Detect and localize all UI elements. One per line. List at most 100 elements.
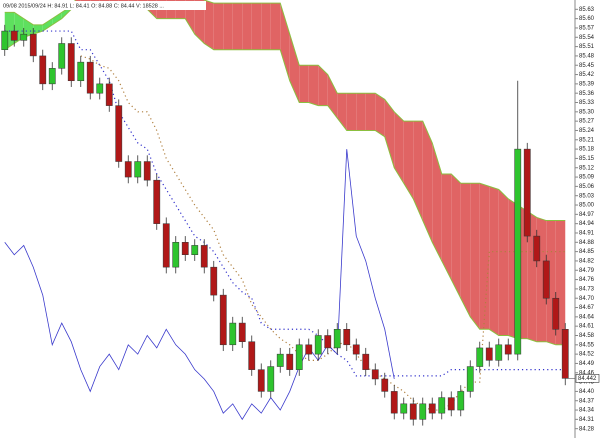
cloud-segment — [318, 65, 328, 106]
y-tick-label: 84.49 — [579, 361, 595, 367]
y-tick-label: 84.85 — [579, 249, 595, 255]
y-tick-label: 85.06 — [579, 184, 595, 190]
candle-body — [238, 322, 246, 342]
cloud-segment — [479, 183, 490, 330]
cloud-segment — [403, 121, 414, 199]
candle-body — [466, 366, 474, 392]
y-tick-label: 85.03 — [579, 193, 595, 199]
candle-body — [504, 344, 512, 355]
y-tick-label: 85.54 — [579, 35, 595, 41]
cloud-segment — [232, 3, 243, 50]
y-tick-label: 84.97 — [579, 212, 595, 218]
candle-body — [286, 353, 294, 370]
candle-body — [552, 297, 560, 330]
cloud-segment — [213, 3, 224, 50]
candle-body — [542, 260, 550, 299]
candle-body — [476, 347, 484, 367]
cloud-segment — [498, 189, 509, 336]
y-tick-label: 84.61 — [579, 324, 595, 330]
last-price-label: 84.442 — [578, 376, 597, 382]
candle-body — [1, 30, 9, 50]
candle-body — [29, 33, 37, 57]
candle-body — [191, 245, 199, 255]
y-tick-label: 84.64 — [579, 314, 595, 320]
y-tick-label: 85.27 — [579, 119, 595, 125]
candle-body — [371, 369, 379, 380]
candle-body — [10, 30, 18, 41]
y-tick-label: 84.46 — [579, 370, 595, 376]
cloud-segment — [327, 74, 338, 119]
candle-body — [438, 397, 446, 414]
candle-body — [248, 341, 256, 370]
y-tick-label: 84.70 — [579, 296, 595, 302]
candle-body — [276, 353, 284, 367]
candle-body — [561, 329, 569, 379]
cloud-segment — [33, 24, 43, 35]
candle-body — [267, 366, 275, 392]
candle-body — [305, 344, 313, 355]
candle-body — [172, 242, 180, 268]
y-tick-label: 85.57 — [579, 26, 595, 32]
candle-body — [20, 33, 28, 41]
y-tick-label: 85.60 — [579, 16, 595, 22]
cloud-segment — [204, 0, 214, 50]
cloud-segment — [460, 183, 471, 317]
y-tick-label: 84.67 — [579, 305, 595, 311]
cloud-segment — [489, 186, 499, 336]
candle-body — [343, 329, 351, 346]
y-tick-label: 84.76 — [579, 277, 595, 283]
cloud-segment — [23, 18, 34, 38]
y-tick-label: 85.39 — [579, 81, 595, 87]
candle-body — [295, 344, 303, 370]
y-tick-label: 84.58 — [579, 333, 595, 339]
candle-body — [77, 61, 85, 82]
y-tick-label: 84.28 — [579, 426, 595, 432]
candle-body — [381, 378, 389, 392]
y-tick-label: 84.88 — [579, 240, 595, 246]
candle-body — [39, 55, 47, 85]
cloud-segment — [42, 18, 53, 32]
cloud-segment — [413, 121, 423, 221]
cloud-segment — [270, 3, 281, 50]
candle-body — [485, 347, 493, 361]
y-tick-label: 85.00 — [579, 203, 595, 209]
y-tick-label: 85.33 — [579, 100, 595, 106]
cloud-segment — [470, 183, 480, 330]
candle-body — [333, 329, 341, 349]
y-tick-label: 85.09 — [579, 175, 595, 181]
cloud-segment — [280, 3, 290, 81]
candle-body — [48, 68, 56, 85]
candle-body — [457, 391, 465, 411]
cloud-segment — [441, 173, 452, 280]
candle-body — [162, 223, 170, 268]
cloud-segment — [52, 12, 62, 25]
candle-body — [523, 148, 531, 237]
y-tick-label: 85.24 — [579, 128, 595, 134]
y-tick-label: 85.51 — [579, 44, 595, 50]
candle-body — [352, 344, 360, 355]
cloud-segment — [422, 121, 433, 243]
candle-body — [96, 83, 104, 94]
y-tick-label: 85.63 — [579, 7, 595, 13]
candle-body — [105, 83, 113, 106]
y-tick-label: 85.15 — [579, 156, 595, 162]
cloud-segment — [223, 3, 233, 50]
cloud-segment — [346, 93, 357, 131]
header-text: 09/08 2015/09/24 H: 84.91 L: 84.41 O: 84… — [3, 3, 164, 9]
cloud-segment — [365, 93, 376, 131]
header-bg — [1, 1, 206, 10]
y-tick-label: 85.18 — [579, 147, 595, 153]
y-tick-label: 84.40 — [579, 389, 595, 395]
candle-body — [143, 161, 151, 181]
candle-body — [210, 266, 218, 296]
y-tick-label: 85.42 — [579, 72, 595, 78]
candle-body — [495, 344, 503, 361]
y-tick-label: 84.91 — [579, 231, 595, 237]
candle-body — [219, 294, 227, 346]
cloud-segment — [384, 99, 395, 168]
candle-body — [181, 242, 189, 255]
candle-body — [229, 322, 237, 346]
y-tick-label: 84.43 — [579, 380, 595, 386]
candle-body — [419, 403, 427, 420]
y-tick-label: 85.36 — [579, 91, 595, 97]
